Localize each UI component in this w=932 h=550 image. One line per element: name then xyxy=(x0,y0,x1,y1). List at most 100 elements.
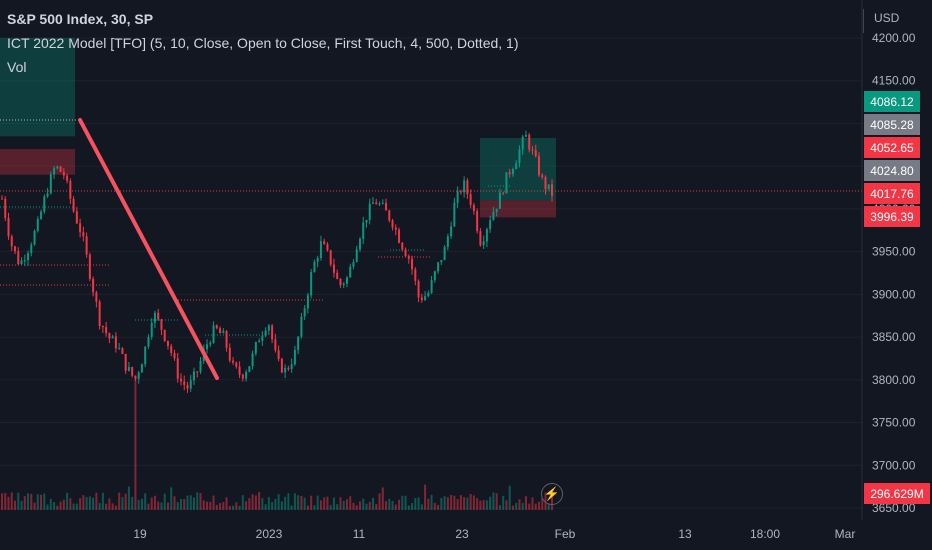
candle-body xyxy=(391,220,394,228)
candle-body xyxy=(388,210,391,221)
candle-body xyxy=(362,222,365,239)
volume-bar xyxy=(414,498,417,510)
lightning-icon[interactable]: ⚡ xyxy=(541,483,563,505)
volume-bar xyxy=(277,494,280,510)
volume-bar xyxy=(202,500,205,510)
volume-bar xyxy=(466,497,469,510)
candle-body xyxy=(248,366,251,372)
volume-bar xyxy=(137,499,140,510)
candle-body xyxy=(108,333,111,339)
candle-body xyxy=(459,191,462,193)
volume-bar xyxy=(482,500,485,510)
chart-legend: S&P 500 Index, 30, SP ICT 2022 Model [TF… xyxy=(7,7,519,79)
volume-bar xyxy=(319,500,322,510)
volume-bar xyxy=(258,492,261,510)
volume-bar xyxy=(528,503,531,510)
candle-body xyxy=(440,260,443,263)
volume-bar xyxy=(531,497,534,510)
volume-bar xyxy=(153,495,156,510)
volume-bar xyxy=(313,505,316,510)
currency-label[interactable]: USD xyxy=(863,9,923,33)
volume-bar xyxy=(82,495,85,510)
volume-bar xyxy=(463,497,466,510)
candle-body xyxy=(235,362,238,367)
candle-body xyxy=(173,352,176,359)
candle-body xyxy=(186,384,189,389)
bullish-zone xyxy=(480,137,556,201)
candle-body xyxy=(36,218,39,232)
volume-bar xyxy=(404,495,407,510)
candle-body xyxy=(518,149,521,164)
candle-body xyxy=(544,177,547,189)
svg-text:4017.76: 4017.76 xyxy=(870,187,914,201)
volume-bar xyxy=(105,503,108,510)
volume-bar xyxy=(388,498,391,510)
price-tick: 3900.00 xyxy=(872,287,916,301)
candle-body xyxy=(313,261,316,273)
svg-text:4052.65: 4052.65 xyxy=(870,141,914,155)
candle-body xyxy=(82,232,85,237)
candle-body xyxy=(274,339,277,351)
candle-body xyxy=(30,244,33,254)
volume-bar xyxy=(521,503,524,510)
volume-bar xyxy=(306,505,309,510)
candle-body xyxy=(306,295,309,309)
candle-body xyxy=(342,283,345,285)
candle-body xyxy=(456,191,459,203)
candle-body xyxy=(290,364,293,370)
volume-bar xyxy=(411,503,414,510)
volume-bar xyxy=(280,501,283,510)
time-tick: 11 xyxy=(353,527,366,541)
candle-body xyxy=(534,150,537,157)
time-tick: Mar xyxy=(835,527,856,541)
svg-text:4086.12: 4086.12 xyxy=(870,95,914,109)
volume-bar xyxy=(450,494,453,510)
volume-bar xyxy=(511,505,514,510)
candle-body xyxy=(515,163,518,170)
candle-body xyxy=(131,366,134,376)
volume-bar xyxy=(336,504,339,510)
volume-bar xyxy=(88,496,91,510)
candle-body xyxy=(144,346,147,365)
candle-body xyxy=(297,336,300,350)
volume-bar xyxy=(456,499,459,510)
volume-bar xyxy=(443,496,446,510)
volume-bar xyxy=(248,498,251,510)
candle-body xyxy=(245,371,248,379)
volume-bar xyxy=(492,492,495,510)
candle-body xyxy=(323,241,326,245)
trendline xyxy=(78,118,219,380)
candle-body xyxy=(49,174,52,194)
volume-bar xyxy=(424,484,427,510)
volume-bar xyxy=(14,500,17,510)
candle-body xyxy=(238,366,241,375)
volume-bar xyxy=(196,492,199,510)
candle-body xyxy=(345,277,348,284)
price-tick: 3650.00 xyxy=(872,501,916,515)
candle-body xyxy=(179,378,182,382)
volume-bar xyxy=(310,495,313,510)
candle-body xyxy=(446,236,449,247)
volume-bar xyxy=(101,492,104,510)
volume-bar xyxy=(284,496,287,510)
candle-body xyxy=(209,342,212,345)
candle-body xyxy=(92,278,95,293)
candle-body xyxy=(121,348,124,354)
candle-body xyxy=(450,226,453,237)
volume-bar xyxy=(235,502,238,510)
volume-label[interactable]: Vol xyxy=(7,59,27,75)
candle-body xyxy=(14,246,17,252)
candle-body xyxy=(258,340,261,343)
candle-body xyxy=(69,180,72,199)
candle-body xyxy=(228,347,231,361)
indicator-label[interactable]: ICT 2022 Model [TFO] (5, 10, Close, Open… xyxy=(7,35,519,51)
volume-bar xyxy=(264,504,267,510)
candle-body xyxy=(85,236,88,255)
candle-body xyxy=(40,211,43,219)
volume-bar xyxy=(75,503,78,510)
candle-body xyxy=(105,327,108,334)
candle-body xyxy=(316,257,319,262)
candle-body xyxy=(495,208,498,212)
symbol-title[interactable]: S&P 500 Index, 30, SP xyxy=(7,11,154,27)
